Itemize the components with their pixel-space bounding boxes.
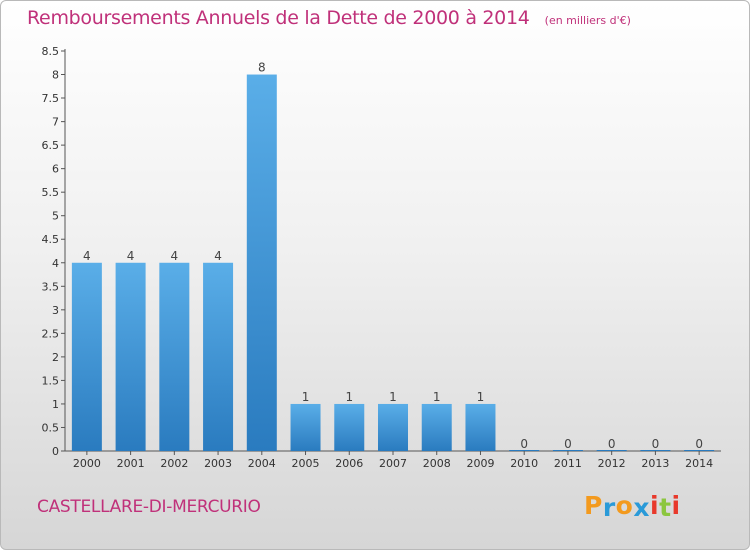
x-tick-label: 2007 bbox=[379, 457, 407, 470]
data-label: 1 bbox=[433, 390, 441, 404]
logo-letter: i bbox=[671, 491, 681, 520]
y-tick-label: 0.5 bbox=[42, 421, 60, 434]
labels: 0 0.5 1 1.5 2 2.5 3 3.5 4 4.5 5 5.5 6 6.5 7 7.5 8 8.5 2000… bbox=[42, 45, 714, 470]
y-tick-label: 2 bbox=[52, 351, 59, 364]
bars bbox=[71, 74, 715, 451]
chart-title: Remboursements Annuels de la Dette de 20… bbox=[27, 7, 530, 29]
y-tick-label: 3.5 bbox=[42, 280, 60, 293]
y-tick-label: 2.5 bbox=[42, 327, 60, 340]
data-label: 1 bbox=[345, 390, 353, 404]
y-tick-label: 5.5 bbox=[42, 186, 60, 199]
logo-letter: i bbox=[650, 491, 660, 520]
x-tick-label: 2006 bbox=[335, 457, 363, 470]
y-tick-label: 5 bbox=[52, 210, 59, 223]
unit-note: (en milliers d'€) bbox=[544, 14, 631, 27]
bar bbox=[290, 403, 321, 451]
x-tick-label: 2003 bbox=[204, 457, 232, 470]
x-tick-label: 2001 bbox=[117, 457, 145, 470]
x-tick-label: 2009 bbox=[466, 457, 494, 470]
data-label: 0 bbox=[652, 437, 660, 451]
y-tick-label: 0 bbox=[52, 445, 59, 458]
place-name: CASTELLARE-DI-MERCURIO bbox=[37, 497, 261, 517]
x-tick-label: 2010 bbox=[510, 457, 538, 470]
y-tick-label: 1 bbox=[52, 398, 59, 411]
y-tick-label: 7.5 bbox=[42, 92, 60, 105]
bar bbox=[509, 450, 540, 451]
data-label: 4 bbox=[214, 249, 222, 263]
bar bbox=[684, 450, 715, 451]
data-label: 1 bbox=[302, 390, 310, 404]
logo-letter: o bbox=[615, 491, 634, 520]
logo-letter: r bbox=[602, 493, 616, 522]
data-label: 4 bbox=[127, 249, 135, 263]
bar bbox=[378, 403, 408, 451]
x-tick-label: 2012 bbox=[598, 457, 626, 470]
bar bbox=[421, 403, 452, 451]
data-label: 4 bbox=[171, 249, 179, 263]
y-tick-label: 6 bbox=[52, 163, 59, 176]
data-label: 0 bbox=[520, 437, 528, 451]
bar bbox=[115, 262, 146, 451]
proxiti-logo[interactable]: Proxiti bbox=[584, 491, 681, 522]
y-tick-label: 4 bbox=[52, 257, 59, 270]
y-tick-label: 3 bbox=[52, 304, 59, 317]
data-label: 0 bbox=[695, 437, 703, 451]
x-tick-label: 2004 bbox=[248, 457, 276, 470]
logo-letter: t bbox=[659, 493, 672, 522]
data-label: 0 bbox=[564, 437, 572, 451]
logo-letter: P bbox=[584, 491, 603, 520]
data-label: 1 bbox=[389, 390, 397, 404]
title-row: Remboursements Annuels de la Dette de 20… bbox=[27, 7, 631, 29]
bar bbox=[246, 74, 277, 451]
y-tick-label: 1.5 bbox=[42, 374, 60, 387]
y-tick-label: 6.5 bbox=[42, 139, 60, 152]
x-tick-label: 2005 bbox=[292, 457, 320, 470]
x-tick-label: 2011 bbox=[554, 457, 582, 470]
data-label: 8 bbox=[258, 61, 266, 75]
y-tick-label: 4.5 bbox=[42, 233, 60, 246]
bar bbox=[334, 403, 365, 451]
bar bbox=[640, 450, 671, 451]
data-label: 4 bbox=[83, 249, 91, 263]
bar bbox=[552, 450, 583, 451]
logo-letter: x bbox=[633, 493, 650, 522]
bar bbox=[203, 262, 234, 451]
y-tick-label: 7 bbox=[52, 116, 59, 129]
x-tick-label: 2014 bbox=[685, 457, 713, 470]
x-tick-label: 2002 bbox=[160, 457, 188, 470]
x-tick-label: 2013 bbox=[641, 457, 669, 470]
bar bbox=[596, 450, 627, 451]
x-tick-label: 2000 bbox=[73, 457, 101, 470]
bar bbox=[159, 262, 190, 451]
bar bbox=[71, 262, 102, 451]
bar bbox=[465, 403, 496, 451]
data-label: 1 bbox=[477, 390, 485, 404]
x-tick-label: 2008 bbox=[423, 457, 451, 470]
data-label: 0 bbox=[608, 437, 616, 451]
y-tick-label: 8.5 bbox=[42, 45, 60, 58]
y-tick-label: 8 bbox=[52, 69, 59, 82]
